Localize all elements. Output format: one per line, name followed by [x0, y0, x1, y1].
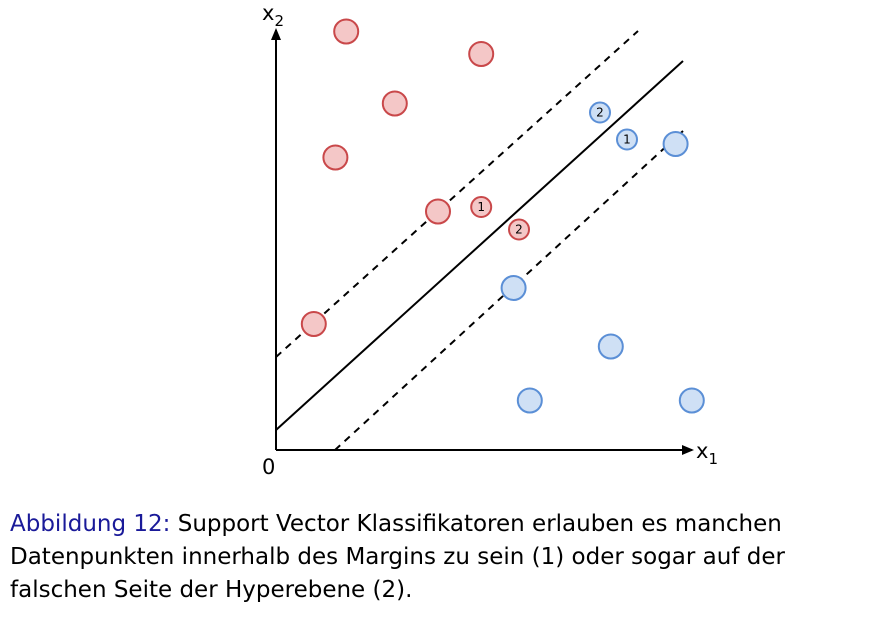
class-b-point-marker [500, 275, 527, 301]
y-axis-label: x2 [262, 1, 284, 30]
upper-margin-line [275, 30, 639, 358]
caption-label: Abbildung 12: [10, 511, 171, 537]
data-points: 1 2 2 1 [300, 18, 705, 414]
class-a-point [425, 198, 451, 225]
class-b-point [516, 387, 543, 414]
class-b-point-marker [516, 387, 543, 414]
class-a-point: 1 [470, 196, 493, 218]
class-a-point [333, 18, 360, 45]
class-b-point [678, 387, 705, 414]
class-a-point-label: 1 [477, 200, 485, 214]
class-b-point-marker [589, 101, 611, 124]
class-a-point [468, 41, 495, 67]
class-b-point [597, 333, 624, 360]
class-b-point: 2 [589, 101, 611, 124]
class-a-point-marker [322, 144, 349, 171]
class-a-point [381, 90, 408, 117]
svm-diagram: 0 x1 x2 1 2 2 1 [262, 1, 718, 479]
class-a-point-marker [508, 218, 530, 241]
class-a-point-marker [333, 18, 360, 45]
x-axis-label: x1 [696, 439, 718, 468]
class-a-point-label: 2 [515, 223, 523, 237]
class-b-point [500, 275, 527, 301]
class-b-point [662, 131, 689, 157]
class-b-point-marker [616, 128, 638, 151]
class-a-point-marker [425, 198, 451, 225]
figure-caption: Abbildung 12: Support Vector Klassifikat… [10, 508, 880, 607]
class-b-point-label: 1 [623, 133, 631, 147]
hyperplane-line [275, 60, 684, 431]
class-a-point [300, 311, 327, 337]
class-b-point-marker [662, 131, 689, 157]
class-a-point-marker [300, 311, 327, 337]
class-b-point-marker [678, 387, 705, 414]
class-a-point [322, 144, 349, 171]
class-a-point-marker [470, 196, 493, 218]
class-b-point-marker [597, 333, 624, 360]
class-a-point-marker [468, 41, 495, 67]
class-a-point-marker [381, 90, 408, 117]
class-b-point-label: 2 [596, 106, 604, 120]
caption-text: Support Vector Klassifikatoren erlauben … [10, 511, 785, 603]
origin-label: 0 [262, 455, 275, 479]
class-a-point: 2 [508, 218, 530, 241]
class-b-point: 1 [616, 128, 638, 151]
